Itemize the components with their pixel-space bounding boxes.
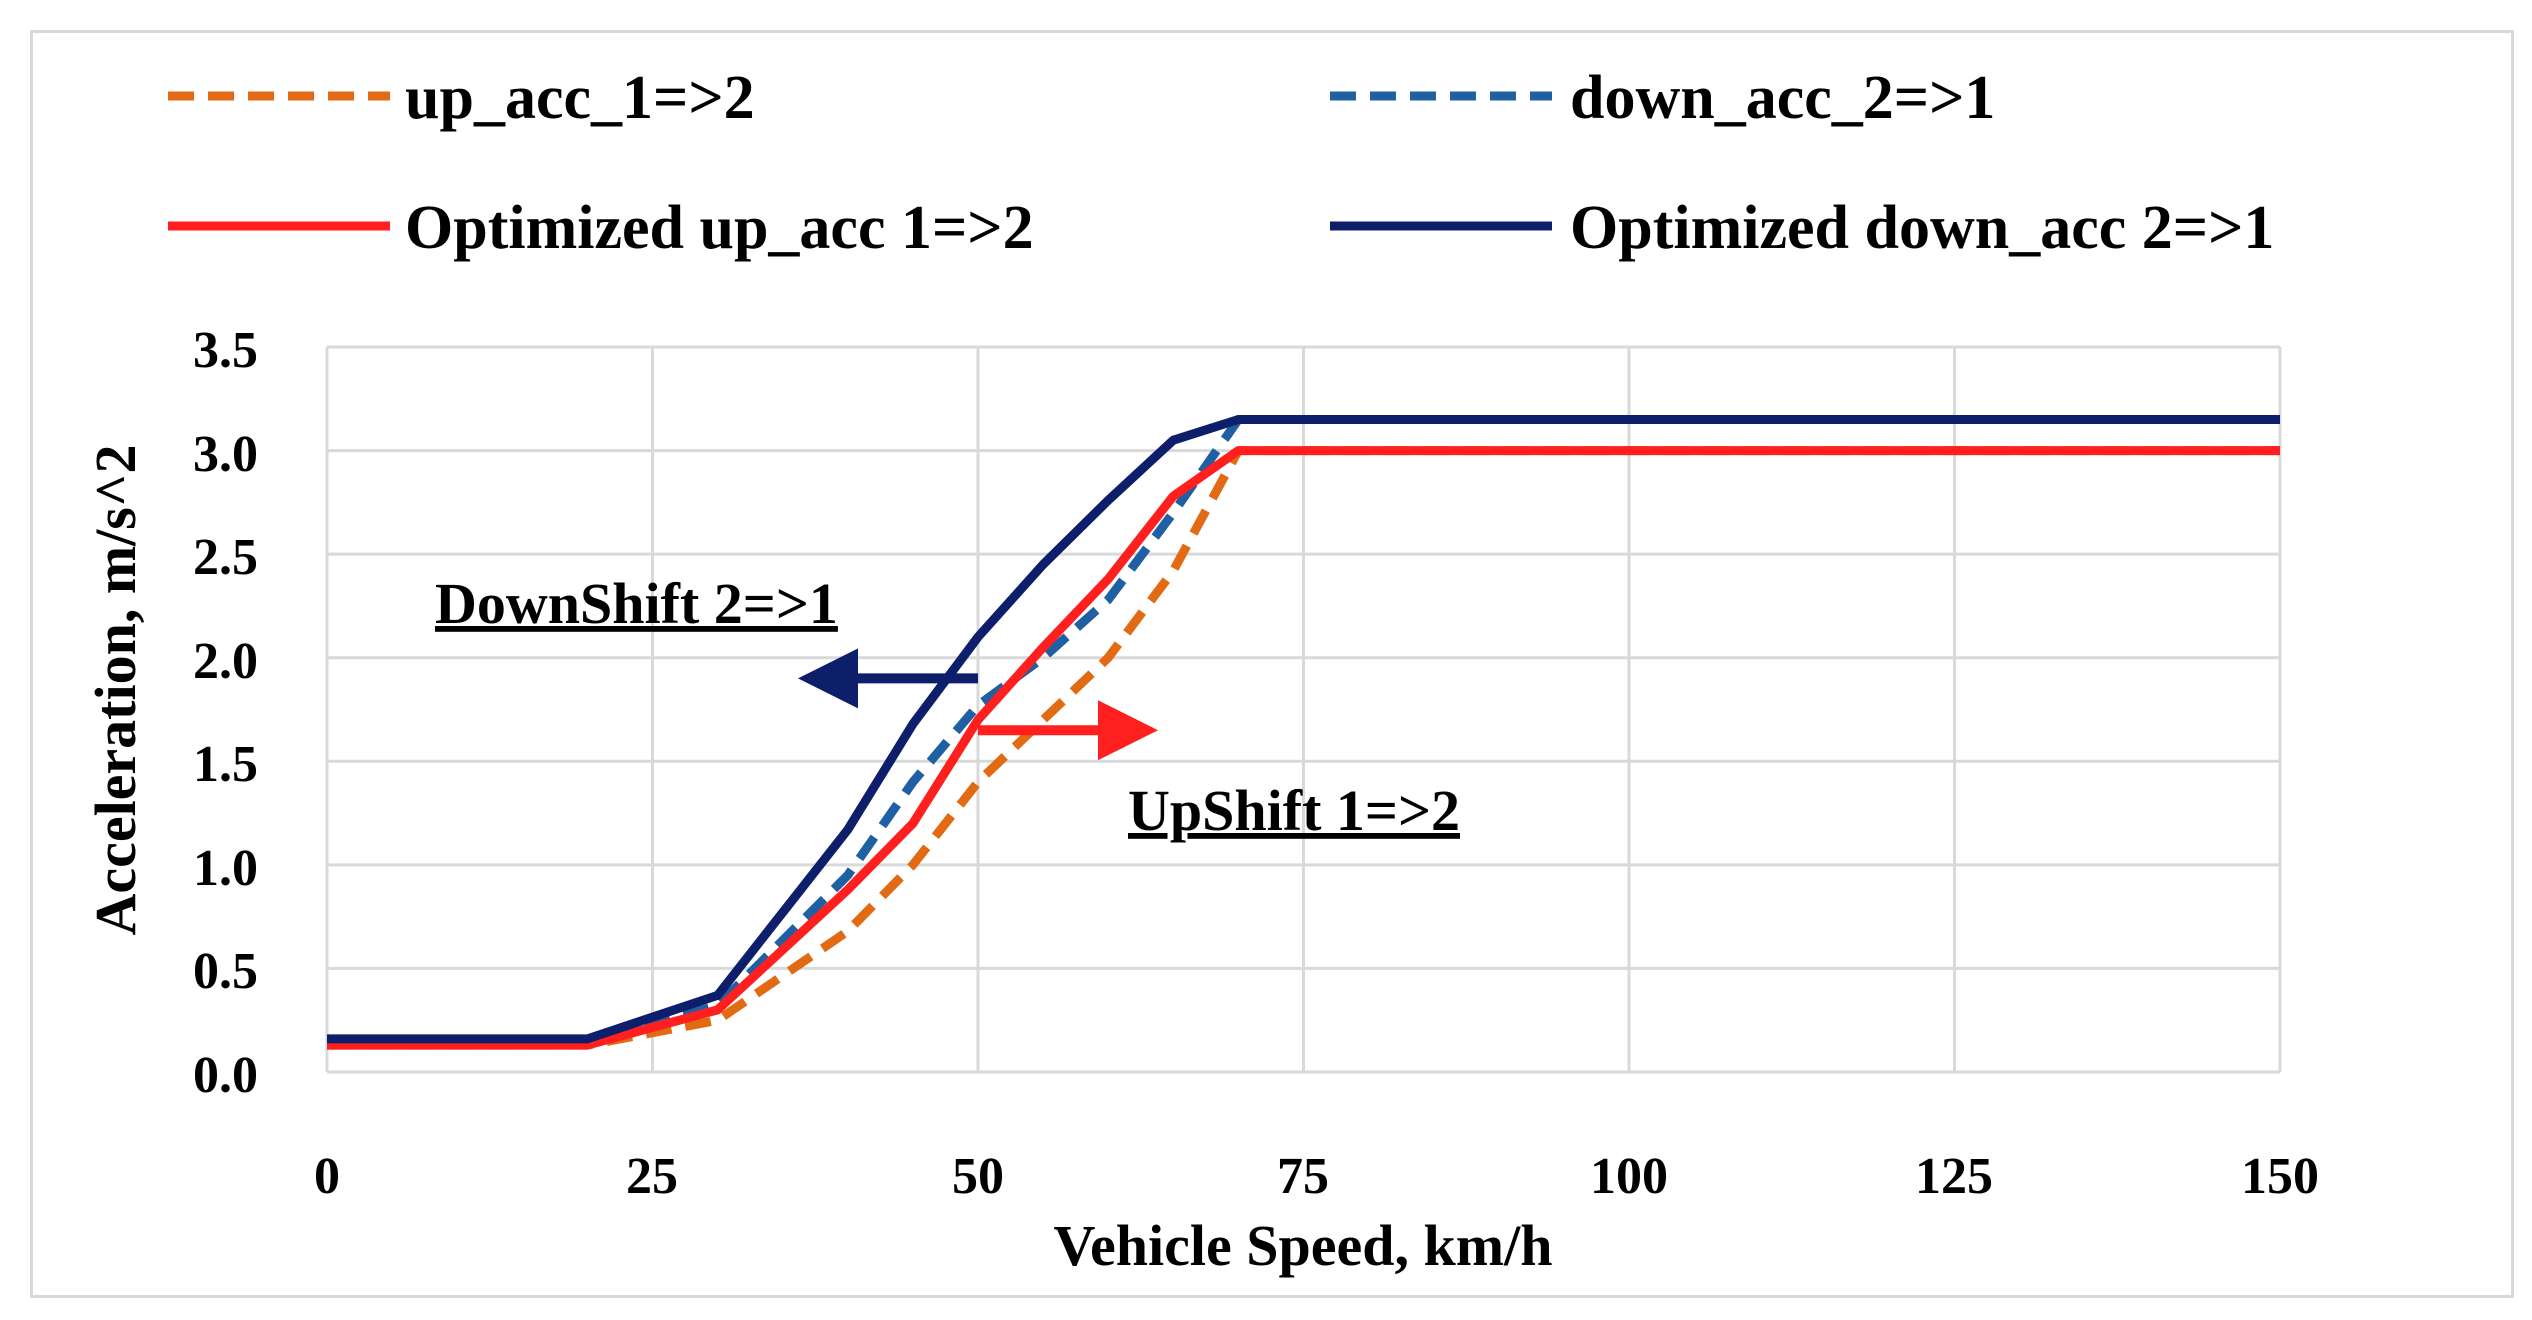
annotation-upshift-label: UpShift 1=>2 <box>1128 778 1460 843</box>
legend-label-down-acc: down_acc_2=>1 <box>1570 64 1995 132</box>
series-lines <box>327 415 2280 1050</box>
series-line-optimized-down-acc <box>327 415 2280 1044</box>
y-tick-label: 2.0 <box>193 633 258 690</box>
y-tick-label: 2.5 <box>193 529 258 586</box>
y-tick-labels: 0.0 0.5 1.0 1.5 2.0 2.5 3.0 3.5 <box>193 322 258 1104</box>
legend: up_acc_1=>2 down_acc_2=>1 Optimized up_a… <box>168 64 2274 262</box>
x-tick-label: 75 <box>1277 1148 1329 1205</box>
series-line-optimized-up-acc <box>327 446 2280 1050</box>
chart-frame <box>30 30 2514 1298</box>
x-tick-label: 100 <box>1590 1148 1668 1205</box>
x-tick-label: 125 <box>1915 1148 1993 1205</box>
legend-label-optimized-down-acc: Optimized down_acc 2=>1 <box>1570 194 2274 262</box>
x-tick-label: 0 <box>314 1148 340 1205</box>
y-tick-label: 1.0 <box>193 840 258 897</box>
x-tick-labels: 0 25 50 75 100 125 150 <box>314 1148 2319 1205</box>
y-tick-label: 3.0 <box>193 426 258 483</box>
annotation-downshift-label: DownShift 2=>1 <box>435 571 838 636</box>
y-tick-label: 1.5 <box>193 736 258 793</box>
y-tick-label: 3.5 <box>193 322 258 379</box>
y-axis-title: Acceleration, m/s^2 <box>83 444 148 935</box>
y-tick-label: 0.5 <box>193 943 258 1000</box>
legend-label-optimized-up-acc: Optimized up_acc 1=>2 <box>405 194 1034 262</box>
x-tick-label: 50 <box>952 1148 1004 1205</box>
x-axis-title: Vehicle Speed, km/h <box>1054 1213 1553 1278</box>
legend-label-up-acc: up_acc_1=>2 <box>405 64 755 132</box>
y-tick-label: 0.0 <box>193 1047 258 1104</box>
grid <box>325 345 2282 1074</box>
x-tick-label: 150 <box>2241 1148 2319 1205</box>
x-tick-label: 25 <box>626 1148 678 1205</box>
series-line-up-acc <box>327 446 2280 1050</box>
